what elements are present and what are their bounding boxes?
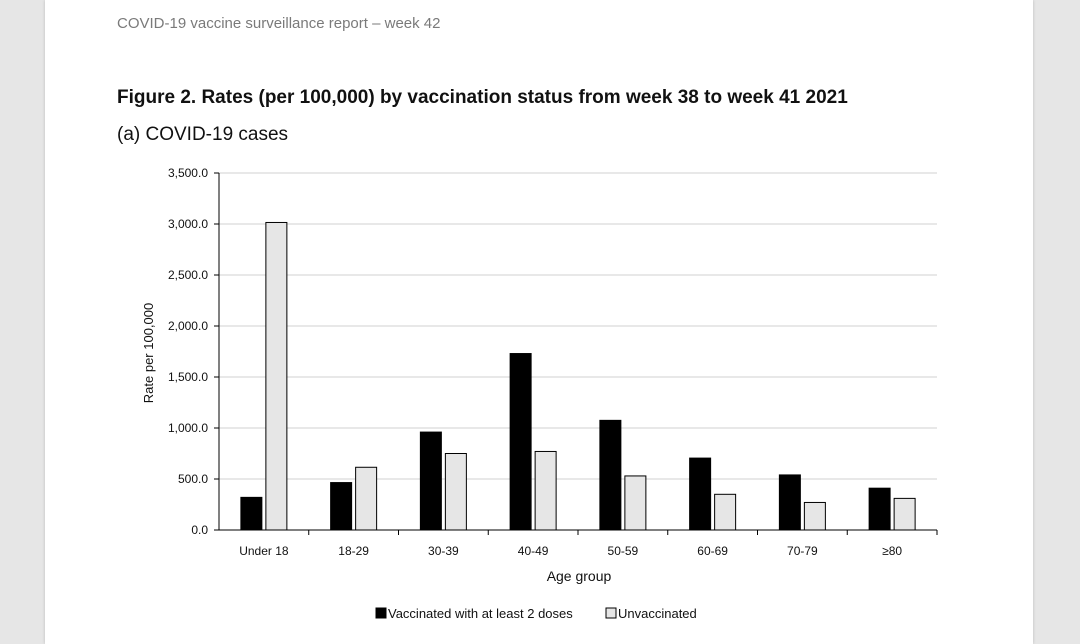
gridlines <box>219 172 937 480</box>
bar-vaccinated <box>689 457 712 531</box>
legend-label: Vaccinated with at least 2 doses <box>388 606 573 621</box>
x-tick-label: 30-39 <box>428 544 459 558</box>
bar-vaccinated <box>599 419 622 531</box>
report-page <box>45 0 1033 644</box>
x-tick-label: Under 18 <box>239 544 289 558</box>
bar-unvaccinated <box>714 493 737 531</box>
y-tick-labels: 0.0 500.0 1,000.0 1,500.0 2,000.0 2,500.0 3,00… <box>168 166 208 537</box>
legend-swatch <box>375 607 387 619</box>
bar-unvaccinated <box>444 453 467 531</box>
legend-label: Unvaccinated <box>618 606 697 621</box>
x-tick-label: 50-59 <box>608 544 639 558</box>
x-tick-label: 18-29 <box>338 544 369 558</box>
y-tick-label: 1,000.0 <box>168 421 208 435</box>
y-tick-label: 1,500.0 <box>168 370 208 384</box>
bar-vaccinated <box>330 482 353 531</box>
running-header: COVID-19 vaccine surveillance report – w… <box>117 15 441 32</box>
figure-subtitle: (a) COVID-19 cases <box>117 124 289 145</box>
x-tick-label: 40-49 <box>518 544 549 558</box>
y-tick-label: 2,500.0 <box>168 268 208 282</box>
bar-vaccinated <box>778 474 801 531</box>
x-tick-label: 60-69 <box>697 544 728 558</box>
bar-vaccinated <box>868 487 891 531</box>
y-axis-label: Rate per 100,000 <box>141 303 156 403</box>
bar-unvaccinated <box>624 475 647 531</box>
x-tick-label: 70-79 <box>787 544 818 558</box>
bar-unvaccinated <box>355 466 378 531</box>
legend-swatch <box>605 607 617 619</box>
bar-vaccinated <box>240 496 263 531</box>
bar-vaccinated <box>419 431 442 531</box>
y-tick-label: 3,500.0 <box>168 166 208 180</box>
bar-vaccinated <box>509 353 532 531</box>
axes <box>214 172 938 535</box>
legend: Vaccinated with at least 2 doses Unvaccin… <box>375 606 697 621</box>
bar-unvaccinated <box>893 497 916 531</box>
bar-unvaccinated <box>803 501 826 531</box>
bar-unvaccinated <box>534 450 557 531</box>
figure-title: Figure 2. Rates (per 100,000) by vaccina… <box>117 87 848 108</box>
y-tick-label: 0.0 <box>191 523 208 537</box>
bar-unvaccinated <box>265 221 288 531</box>
x-tick-labels: Under 18 18-29 30-39 40-49 50-59 60-69 70-79 ≥8… <box>239 544 902 558</box>
y-tick-label: 500.0 <box>178 472 208 486</box>
bars <box>240 221 916 531</box>
y-tick-label: 2,000.0 <box>168 319 208 333</box>
x-axis-label: Age group <box>547 568 612 584</box>
x-tick-label: ≥80 <box>882 544 902 558</box>
y-tick-label: 3,000.0 <box>168 217 208 231</box>
